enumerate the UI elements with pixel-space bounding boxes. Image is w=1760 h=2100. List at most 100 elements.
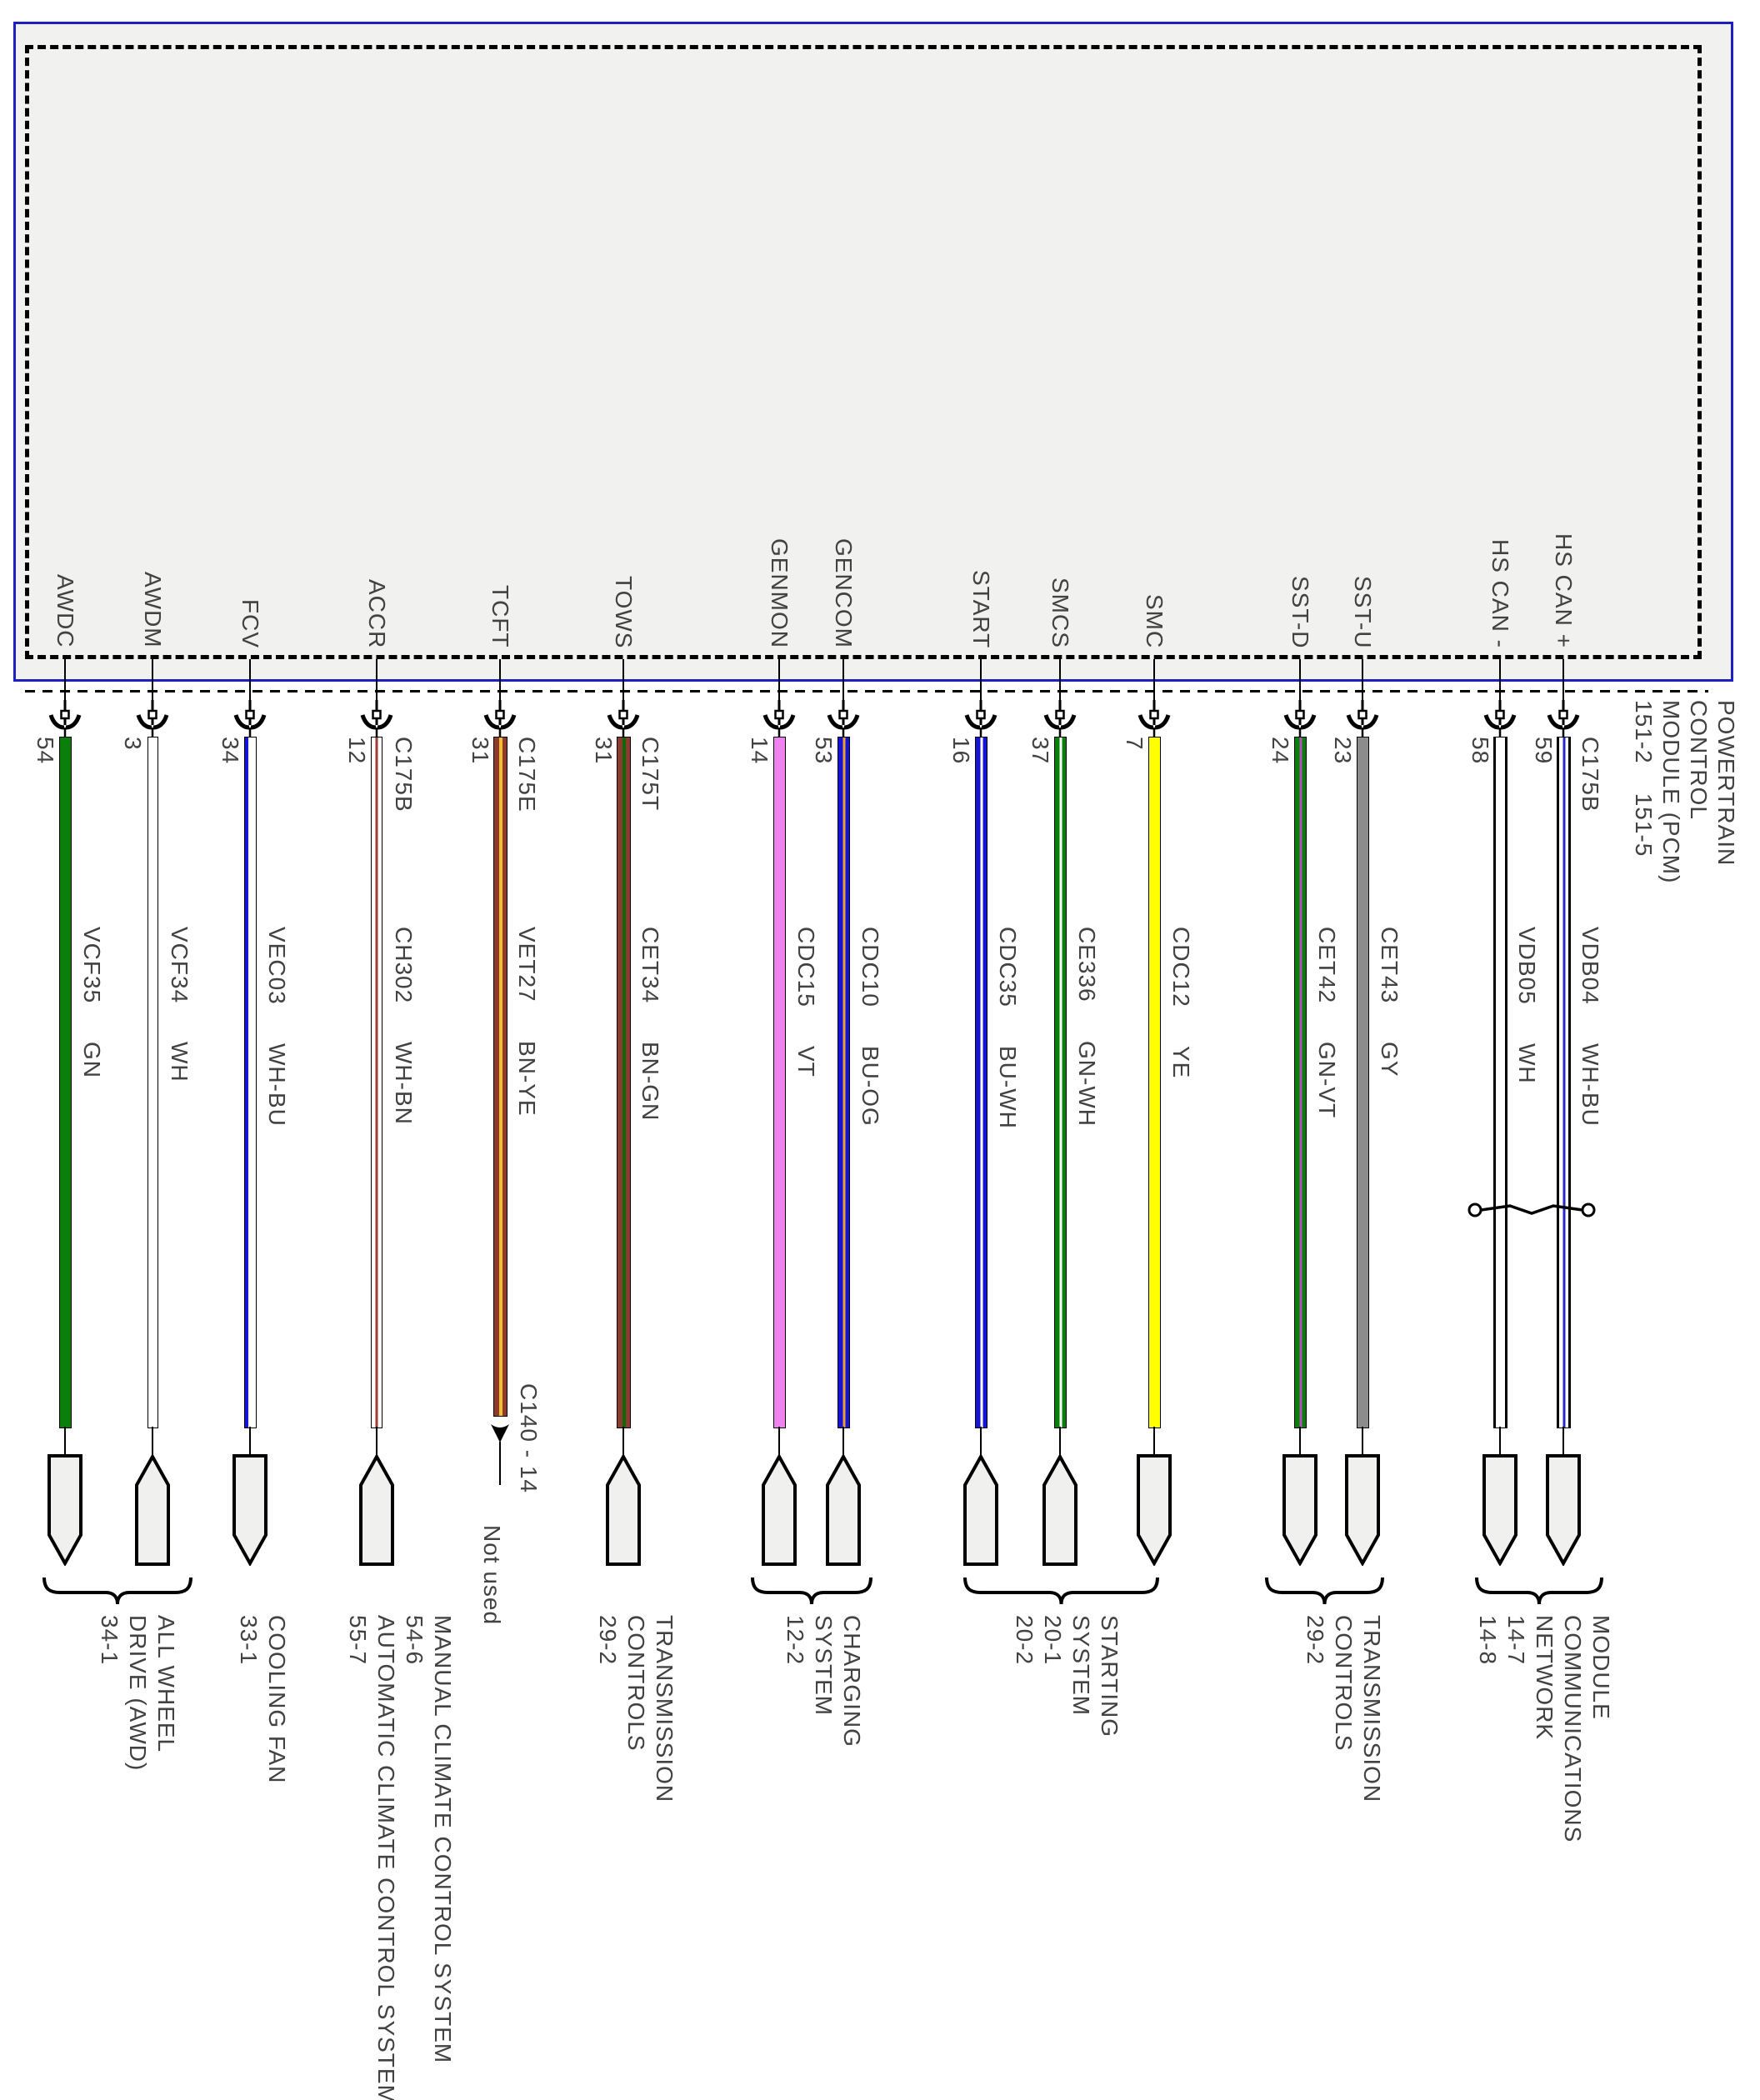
connector-arrow-icon — [827, 700, 860, 738]
not-used-note: Not used — [479, 1525, 505, 1626]
pin-number: 14 — [747, 737, 772, 765]
circuit-label: VCF35 GN — [75, 927, 105, 1078]
pin-label-AWDC: AWDC — [52, 574, 78, 648]
connector-arrow-icon — [762, 700, 796, 738]
connector-arrow-icon — [1547, 700, 1580, 738]
connector-arrow-icon — [136, 700, 169, 738]
pin-number: 24 — [1268, 737, 1293, 765]
terminal-link-line — [152, 1427, 153, 1457]
pin-stub-line — [622, 659, 624, 711]
destination-label: CHARGING SYSTEM 12-2 — [782, 1615, 865, 1748]
group-brace — [962, 1571, 1160, 1608]
pin-stub-line — [499, 659, 501, 711]
circuit-label: VCF34 WH — [162, 927, 192, 1082]
connector-arrow-icon — [1043, 700, 1077, 738]
terminal-link-line — [980, 1427, 982, 1457]
wire-VEC03 — [244, 737, 257, 1428]
connector-label: C175T — [638, 737, 663, 812]
wire-color-code: YE — [1168, 1045, 1194, 1079]
pcm-module-label: POWERTRAIN CONTROL MODULE (PCM) 151-2 15… — [1631, 700, 1739, 884]
circuit-id: VET27 — [514, 927, 540, 1002]
wire-VDB04 — [1557, 737, 1571, 1428]
wire-stripe — [980, 738, 982, 1428]
connector-arrow-icon — [607, 700, 640, 738]
circuit-id: VCF34 — [167, 927, 192, 1004]
circuit-id: VEC03 — [264, 927, 290, 1005]
circuit-label: CET34 BN-GN — [633, 927, 663, 1121]
pin-label-TOWS: TOWS — [611, 575, 637, 648]
pin-label-SST-D: SST-D — [1288, 575, 1313, 648]
terminal-link-line — [1299, 1427, 1301, 1457]
pin-number: 58 — [1468, 737, 1493, 765]
wire-color-code: WH-BN — [391, 1042, 417, 1126]
connector-label: C175B — [1578, 737, 1603, 812]
pin-stub-line — [1153, 659, 1155, 711]
pin-stub-line — [249, 659, 251, 711]
terminal-link-line — [1562, 1427, 1564, 1457]
destination-label: STARTING SYSTEM 20-1 20-2 — [1012, 1615, 1122, 1738]
wire-stripe — [1562, 738, 1565, 1428]
connector-arrow-icon — [1346, 700, 1379, 738]
circuit-label: VDB04 WH-BU — [1573, 927, 1603, 1127]
wire-stripe — [245, 738, 248, 1428]
circuit-id: CDC35 — [995, 927, 1021, 1008]
circuit-id: CE336 — [1074, 927, 1100, 1002]
pin-number: 31 — [591, 737, 617, 765]
destination-label: ALL WHEEL DRIVE (AWD) 34-1 — [97, 1615, 179, 1772]
pin-label-ACCR: ACCR — [364, 578, 390, 648]
pin-number: 3 — [120, 737, 146, 751]
pin-number: 53 — [811, 737, 837, 765]
terminal-link-line — [376, 1427, 378, 1457]
group-brace — [1474, 1571, 1604, 1608]
pin-stub-line — [152, 659, 153, 711]
wire-terminal-up — [962, 1452, 999, 1566]
pin-number: 12 — [344, 737, 370, 765]
wire-CH302 — [371, 737, 382, 1428]
wire-color-code: VT — [793, 1045, 819, 1078]
pin-stub-line — [980, 659, 982, 711]
pin-label-TCFT: TCFT — [488, 585, 513, 648]
wire-terminal-up — [605, 1452, 642, 1566]
terminal-link-line — [622, 1427, 624, 1457]
connector-arrow-icon — [964, 700, 998, 738]
destination-label: MANUAL CLIMATE CONTROL SYSTEM 54-6 AUTOM… — [345, 1615, 456, 2100]
pin-number: 16 — [948, 737, 974, 765]
pin-stub-line — [778, 659, 780, 711]
wire-color-code: WH — [1514, 1042, 1540, 1084]
pin-label-GENCOM: GENCOM — [831, 538, 857, 648]
wire-stripe — [842, 738, 845, 1428]
wire-CET34 — [617, 737, 631, 1428]
pin-label-GENMON: GENMON — [767, 538, 792, 648]
circuit-label: CET42 GN-VT — [1310, 927, 1340, 1118]
wire-terminal-up — [134, 1452, 171, 1566]
pin-stub-line — [842, 659, 844, 711]
wire-terminal-down — [1136, 1454, 1172, 1568]
circuit-id: CDC15 — [793, 927, 819, 1008]
pin-label-HS-CAN-: HS CAN - — [1488, 539, 1513, 648]
circuit-id: CH302 — [391, 927, 417, 1004]
pin-number: 23 — [1330, 737, 1356, 765]
pin-stub-line — [1562, 659, 1564, 711]
terminal-link-line — [1499, 1427, 1501, 1457]
wire-CET43 — [1357, 737, 1369, 1428]
pin-number: 54 — [32, 737, 58, 765]
terminal-link-line — [1153, 1427, 1155, 1457]
wire-stripe — [1059, 738, 1062, 1428]
wire-VDB05 — [1493, 737, 1508, 1428]
pin-number: 31 — [468, 737, 493, 765]
circuit-id: VDB04 — [1578, 927, 1603, 1005]
terminal-link-line — [249, 1427, 251, 1457]
pin-label-AWDM: AWDM — [140, 572, 166, 648]
circuit-id: VDB05 — [1514, 927, 1540, 1005]
connector-arrow-icon — [233, 700, 267, 738]
circuit-label: CDC12 YE — [1164, 927, 1194, 1078]
wire-CDC10 — [838, 737, 850, 1428]
circuit-label: CDC35 BU-WH — [991, 927, 1021, 1129]
wire-color-code: BN-YE — [514, 1040, 540, 1117]
wire-CDC12 — [1148, 737, 1161, 1428]
wire-stripe — [375, 738, 378, 1428]
pin-number: 7 — [1122, 737, 1148, 751]
wire-stripe — [622, 738, 626, 1428]
circuit-id: CET42 — [1314, 927, 1340, 1004]
connector-arrow-icon — [48, 700, 82, 738]
